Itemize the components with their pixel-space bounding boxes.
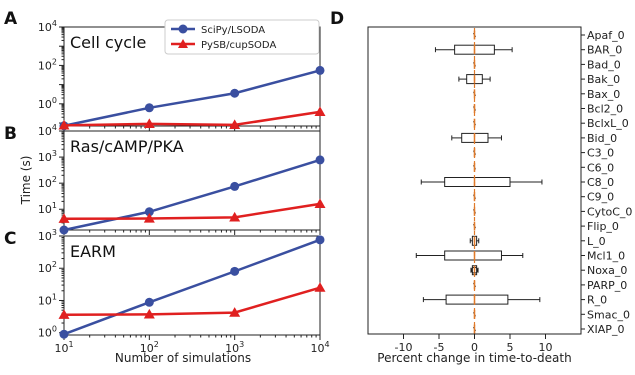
data-point-pysb xyxy=(229,307,241,317)
box-iqr xyxy=(445,294,509,305)
legend-frame xyxy=(164,19,320,55)
box-iqr xyxy=(444,177,511,187)
data-point-pysb xyxy=(143,118,155,129)
x-axis-label-d: Percent change in time-to-death xyxy=(377,351,571,365)
data-point-scipy xyxy=(59,329,69,339)
x-tick-label: -10 xyxy=(395,341,413,354)
panel-subtitle: Cell cycle xyxy=(70,33,146,52)
y-tick-label: 100 xyxy=(38,325,57,340)
panel-subtitle: Ras/cAMP/PKA xyxy=(70,137,184,156)
y-tick-label: 100 xyxy=(38,96,57,111)
data-point-scipy xyxy=(315,155,325,165)
category-label: BclxL_0 xyxy=(587,117,629,130)
legend: SciPy/LSODA PySB/cupSODA xyxy=(164,19,320,55)
data-point-pysb xyxy=(58,309,70,319)
x-tick-label: 0 xyxy=(471,341,478,354)
y-tick-label: 102 xyxy=(38,260,57,275)
data-point-scipy xyxy=(315,235,325,245)
category-label: C8_0 xyxy=(587,176,614,189)
panel-ras-camp-pka: 101 102 103 104 Ras/cAMP/PKA xyxy=(38,123,326,235)
box-iqr xyxy=(444,250,502,261)
data-point-pysb xyxy=(229,119,241,130)
category-label: R_0 xyxy=(587,294,607,307)
data-point-scipy xyxy=(144,103,154,113)
y-tick-label: 104 xyxy=(38,19,57,34)
data-point-pysb xyxy=(314,106,326,117)
series-line-scipy xyxy=(63,238,321,336)
y-tick-label: 101 xyxy=(38,292,57,307)
y-tick-label: 102 xyxy=(38,57,57,72)
data-point-pysb xyxy=(58,119,70,130)
data-point-scipy xyxy=(230,266,240,276)
category-label: Bcl2_0 xyxy=(587,103,623,116)
panel-letter-b: B xyxy=(4,124,17,144)
category-label: C3_0 xyxy=(587,147,614,160)
category-label: Bad_0 xyxy=(587,58,621,71)
data-point-pysb xyxy=(143,213,155,223)
legend-marker-pysb xyxy=(178,39,188,48)
category-label: Mcl1_0 xyxy=(587,250,625,263)
x-axis-label: Number of simulations xyxy=(115,351,251,365)
data-point-scipy xyxy=(230,88,240,98)
series-line-pysb xyxy=(63,202,321,221)
x-tick-label: -5 xyxy=(434,341,445,354)
data-point-scipy xyxy=(230,181,240,191)
x-tick-label: 103 xyxy=(225,340,244,355)
category-label: C6_0 xyxy=(587,161,614,174)
category-label: XIAP_0 xyxy=(587,323,624,336)
panel-letter-d: D xyxy=(330,9,344,29)
category-label: Flip_0 xyxy=(587,220,619,233)
data-point-scipy xyxy=(315,65,325,75)
category-label: L_0 xyxy=(587,235,606,248)
data-point-pysb xyxy=(314,282,326,292)
y-axis-label: Time (s) xyxy=(19,156,33,206)
data-point-scipy xyxy=(144,207,154,217)
panel-letter-c: C xyxy=(4,229,16,249)
x-tick-label: 10 xyxy=(539,341,553,354)
data-point-scipy xyxy=(59,225,69,235)
x-tick-label: 101 xyxy=(54,340,73,355)
x-tick-label: 5 xyxy=(507,341,514,354)
y-tick-label: 103 xyxy=(38,149,57,164)
legend-marker-scipy xyxy=(178,24,188,34)
category-label: Bax_0 xyxy=(587,88,620,101)
category-label: Apaf_0 xyxy=(587,29,625,42)
series-line-pysb xyxy=(63,286,321,317)
legend-label-pysb: PySB/cupSODA xyxy=(201,40,276,51)
panel-subtitle: EARM xyxy=(70,242,116,261)
category-label: CytoC_0 xyxy=(587,205,632,218)
legend-label-scipy: SciPy/LSODA xyxy=(201,25,265,36)
category-label: Smac_0 xyxy=(587,308,630,321)
x-tick-label: 104 xyxy=(310,340,329,355)
category-label: Noxa_0 xyxy=(587,264,627,277)
category-label: BAR_0 xyxy=(587,44,622,57)
category-label: Bak_0 xyxy=(587,73,620,86)
data-point-pysb xyxy=(58,213,70,223)
category-label: PARP_0 xyxy=(587,279,627,292)
y-tick-label: 104 xyxy=(38,123,57,138)
category-label: Bid_0 xyxy=(587,132,617,145)
series-line-scipy xyxy=(63,158,321,232)
y-tick-label: 102 xyxy=(38,175,57,190)
series-line-scipy xyxy=(63,69,321,127)
y-tick-label: 101 xyxy=(38,201,57,216)
data-point-pysb xyxy=(229,211,241,222)
y-tick-label: 103 xyxy=(38,228,57,243)
category-label: C9_0 xyxy=(587,191,614,204)
data-point-scipy xyxy=(144,297,154,307)
x-tick-label: 102 xyxy=(140,340,159,355)
panel-letter-a: A xyxy=(4,9,18,29)
series-line-pysb xyxy=(63,110,321,127)
data-point-pysb xyxy=(143,308,155,319)
plot-frame xyxy=(63,130,321,231)
data-point-pysb xyxy=(314,198,326,209)
